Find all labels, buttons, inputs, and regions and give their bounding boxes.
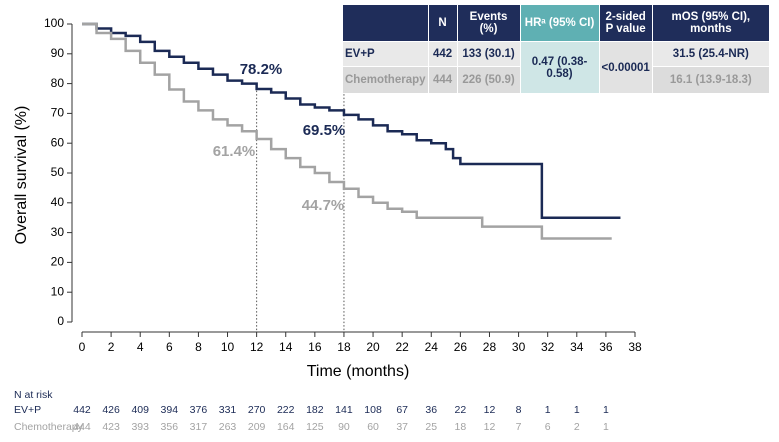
x-tick-label: 10 — [221, 340, 235, 354]
y-tick-label: 40 — [51, 195, 65, 209]
risk-count: 444 — [73, 421, 91, 433]
annotation: 78.2% — [240, 61, 283, 78]
survival-curve — [82, 22, 621, 219]
col-header: 2-sided P value — [598, 4, 653, 42]
risk-count: 394 — [161, 404, 179, 416]
y-tick-label: 90 — [51, 46, 65, 60]
risk-count: 141 — [335, 404, 353, 416]
row-label: Chemotherapy — [342, 66, 429, 94]
x-tick-label: 38 — [628, 340, 642, 354]
risk-count: 426 — [102, 404, 120, 416]
x-tick-label: 4 — [137, 340, 144, 354]
y-tick-label: 70 — [51, 106, 65, 120]
y-tick-label: 0 — [57, 314, 64, 328]
risk-count: 331 — [219, 404, 237, 416]
cell: 226 (50.9) — [456, 66, 521, 94]
x-tick-label: 6 — [166, 340, 173, 354]
risk-count: 409 — [131, 404, 149, 416]
risk-count: 8 — [516, 404, 522, 416]
x-tick-label: 16 — [308, 340, 322, 354]
col-header: mOS (95% CI), months — [651, 4, 770, 42]
cell: 442 — [427, 41, 458, 67]
annotation: 44.7% — [302, 197, 345, 214]
risk-count: 356 — [161, 421, 179, 433]
x-tick-label: 8 — [195, 340, 202, 354]
p-cell: <0.00001 — [598, 41, 653, 94]
risk-count: 270 — [248, 404, 266, 416]
annotation: 61.4% — [213, 143, 256, 160]
risk-title: N at risk — [14, 389, 53, 401]
cell: 31.5 (25.4-NR) — [651, 41, 770, 67]
risk-count: 90 — [338, 421, 350, 433]
risk-count: 18 — [455, 421, 467, 433]
risk-count: 25 — [425, 421, 437, 433]
hr-cell: 0.47 (0.38-0.58) — [519, 41, 600, 94]
risk-count: 164 — [277, 421, 295, 433]
col-header: Events (%) — [456, 4, 521, 42]
row-label: EV+P — [342, 41, 429, 67]
risk-count: 1 — [603, 421, 609, 433]
x-tick-label: 34 — [570, 340, 584, 354]
y-tick-label: 80 — [51, 76, 65, 90]
x-tick-label: 22 — [395, 340, 409, 354]
x-tick-label: 24 — [425, 340, 439, 354]
risk-count: 222 — [277, 404, 295, 416]
y-tick-label: 10 — [51, 284, 65, 298]
risk-count: 12 — [484, 421, 496, 433]
risk-count: 108 — [364, 404, 382, 416]
y-axis-label: Overall survival (%) — [13, 106, 30, 245]
x-tick-label: 30 — [512, 340, 526, 354]
cell: 444 — [427, 66, 458, 94]
risk-count: 182 — [306, 404, 324, 416]
annotation: 69.5% — [303, 122, 346, 139]
x-tick-label: 14 — [279, 340, 293, 354]
risk-count: 1 — [603, 404, 609, 416]
x-tick-label: 2 — [108, 340, 115, 354]
cell: 133 (30.1) — [456, 41, 521, 67]
risk-count: 1 — [545, 404, 551, 416]
risk-count: 7 — [516, 421, 522, 433]
x-tick-label: 32 — [541, 340, 555, 354]
risk-count: 60 — [367, 421, 379, 433]
y-tick-label: 30 — [51, 225, 65, 239]
risk-count: 12 — [484, 404, 496, 416]
col-header: N — [427, 4, 458, 42]
y-tick-label: 100 — [44, 16, 64, 30]
risk-count: 263 — [219, 421, 237, 433]
cell: 16.1 (13.9-18.3) — [651, 66, 770, 94]
risk-count: 393 — [131, 421, 149, 433]
x-tick-label: 12 — [250, 340, 264, 354]
col-header: HRᵃ (95% CI) — [519, 4, 600, 42]
risk-count: 442 — [73, 404, 91, 416]
risk-count: 317 — [190, 421, 208, 433]
risk-count: 37 — [396, 421, 408, 433]
x-tick-label: 36 — [599, 340, 613, 354]
risk-row-label: Chemotherapy — [14, 421, 84, 433]
x-tick-label: 20 — [366, 340, 380, 354]
risk-count: 6 — [545, 421, 551, 433]
y-tick-label: 20 — [51, 255, 65, 269]
risk-count: 423 — [102, 421, 120, 433]
risk-count: 22 — [455, 404, 467, 416]
risk-row-label: EV+P — [14, 404, 41, 416]
x-tick-label: 26 — [454, 340, 468, 354]
summary-table: N Events (%) HRᵃ (95% CI) 2-sided P valu… — [342, 4, 770, 94]
risk-count: 2 — [574, 421, 580, 433]
x-axis-label: Time (months) — [307, 363, 410, 380]
y-tick-label: 50 — [51, 165, 65, 179]
risk-count: 209 — [248, 421, 266, 433]
risk-count: 36 — [425, 404, 437, 416]
risk-count: 67 — [396, 404, 408, 416]
risk-count: 125 — [306, 421, 324, 433]
survival-curve — [82, 22, 612, 240]
x-tick-label: 28 — [483, 340, 497, 354]
x-tick-label: 0 — [79, 340, 86, 354]
risk-count: 1 — [574, 404, 580, 416]
x-tick-label: 18 — [337, 340, 351, 354]
risk-count: 376 — [190, 404, 208, 416]
y-tick-label: 60 — [51, 135, 65, 149]
